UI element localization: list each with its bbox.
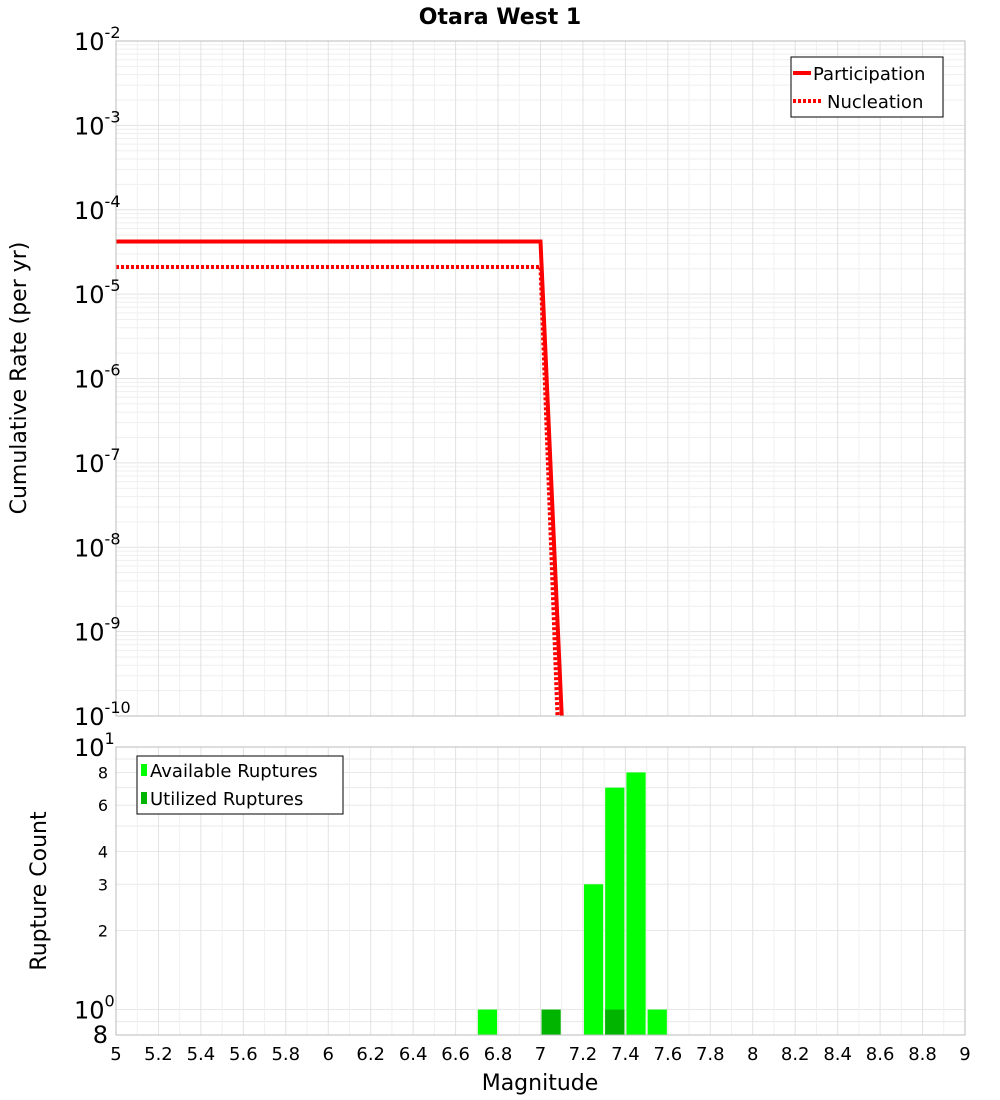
x-tick-label: 8.2 bbox=[781, 1044, 810, 1065]
count-legend-box bbox=[136, 755, 344, 815]
x-tick-label: 7.6 bbox=[654, 1044, 683, 1065]
x-tick-label: 7.4 bbox=[611, 1044, 640, 1065]
x-tick-label: 7 bbox=[535, 1044, 546, 1065]
rate-plot-y-ticks: 10-2 10-3 10-4 10-5 10-6 10-7 10-8 10-9 10-10 bbox=[74, 23, 131, 731]
x-tick-label: 5.2 bbox=[144, 1044, 173, 1065]
x-tick-label: 6.6 bbox=[441, 1044, 470, 1065]
available-rupture-bar bbox=[477, 1009, 498, 1035]
legend-utilized-swatch bbox=[141, 792, 147, 804]
count-y-tick-label: 2 bbox=[98, 922, 108, 941]
count-y-axis-label: Rupture Count bbox=[27, 811, 52, 971]
rate-y-tick-label: 10-5 bbox=[74, 276, 121, 309]
x-tick-label: 8 bbox=[747, 1044, 758, 1065]
x-tick-label: 6.4 bbox=[399, 1044, 428, 1065]
rate-plot: 10-2 10-3 10-4 10-5 10-6 10-7 10-8 10-9 10-10 Cu… bbox=[7, 23, 966, 731]
count-y-tick-label: 3 bbox=[98, 875, 108, 894]
x-tick-label: 5.4 bbox=[187, 1044, 216, 1065]
available-rupture-bar bbox=[605, 787, 625, 1035]
legend-utilized-label: Utilized Ruptures bbox=[150, 789, 303, 810]
x-tick-label: 6.8 bbox=[484, 1044, 513, 1065]
rate-plot-series bbox=[116, 239, 564, 717]
legend-available-label: Available Ruptures bbox=[150, 761, 318, 782]
count-y-tick-label: 6 bbox=[98, 796, 108, 815]
count-y-tick-label: 101 bbox=[74, 729, 115, 762]
series-participation-line bbox=[116, 239, 564, 717]
utilized-rupture-bar bbox=[541, 1009, 561, 1035]
x-tick-label: 7.8 bbox=[696, 1044, 725, 1065]
legend-available-swatch bbox=[141, 764, 147, 776]
rate-y-axis-label: Cumulative Rate (per yr) bbox=[7, 242, 32, 515]
rate-y-tick-label: 10-4 bbox=[74, 192, 121, 225]
x-tick-label: 5 bbox=[110, 1044, 121, 1065]
rate-y-tick-label: 10-8 bbox=[74, 529, 121, 562]
utilized-rupture-bar bbox=[605, 1009, 625, 1035]
x-tick-label: 6.2 bbox=[356, 1044, 385, 1065]
rate-plot-frame bbox=[115, 40, 966, 717]
series-nucleation-line bbox=[116, 264, 560, 717]
count-plot-bars bbox=[477, 772, 667, 1035]
x-tick-label: 8.6 bbox=[866, 1044, 895, 1065]
x-tick-label: 8.4 bbox=[823, 1044, 852, 1065]
x-tick-label: 7.2 bbox=[569, 1044, 598, 1065]
count-plot-x-ticks: 5 5.2 5.4 5.6 5.8 6 6.2 6.4 6.6 6.8 7 7.2 7.4 7.6 7.8 8… bbox=[110, 1044, 970, 1065]
x-axis-label: Magnitude bbox=[482, 1071, 599, 1096]
legend-participation-label: Participation bbox=[813, 64, 925, 85]
rate-legend-box bbox=[790, 56, 944, 118]
available-rupture-bar bbox=[583, 884, 604, 1035]
count-plot-frame bbox=[115, 746, 966, 1036]
x-tick-label: 5.8 bbox=[271, 1044, 300, 1065]
available-rupture-bar bbox=[647, 1009, 667, 1035]
rate-y-tick-label: 10-6 bbox=[74, 361, 121, 394]
rate-plot-grid bbox=[115, 41, 966, 717]
rate-y-tick-label: 10-2 bbox=[74, 23, 121, 56]
rate-legend: Participation Nucleation bbox=[790, 56, 944, 118]
available-rupture-bar bbox=[626, 772, 646, 1035]
x-tick-label: 6 bbox=[323, 1044, 334, 1065]
rate-y-tick-label: 10-10 bbox=[74, 698, 131, 731]
x-tick-label: 8.8 bbox=[908, 1044, 937, 1065]
count-y-tick-label: 4 bbox=[98, 842, 108, 861]
x-tick-label: 9 bbox=[959, 1044, 970, 1065]
count-legend: Available Ruptures Utilized Ruptures bbox=[136, 755, 344, 815]
rate-y-tick-label: 10-3 bbox=[74, 107, 121, 140]
x-tick-label: 5.6 bbox=[229, 1044, 258, 1065]
legend-nucleation-label: Nucleation bbox=[827, 92, 923, 113]
count-y-tick-label: 8 bbox=[98, 763, 108, 782]
count-y-tick-label: 8 bbox=[93, 1021, 108, 1049]
count-y-tick-label: 100 bbox=[74, 992, 115, 1025]
chart-title: Otara West 1 bbox=[419, 5, 581, 30]
rate-y-tick-label: 10-7 bbox=[74, 445, 121, 478]
rate-y-tick-label: 10-9 bbox=[74, 614, 121, 647]
